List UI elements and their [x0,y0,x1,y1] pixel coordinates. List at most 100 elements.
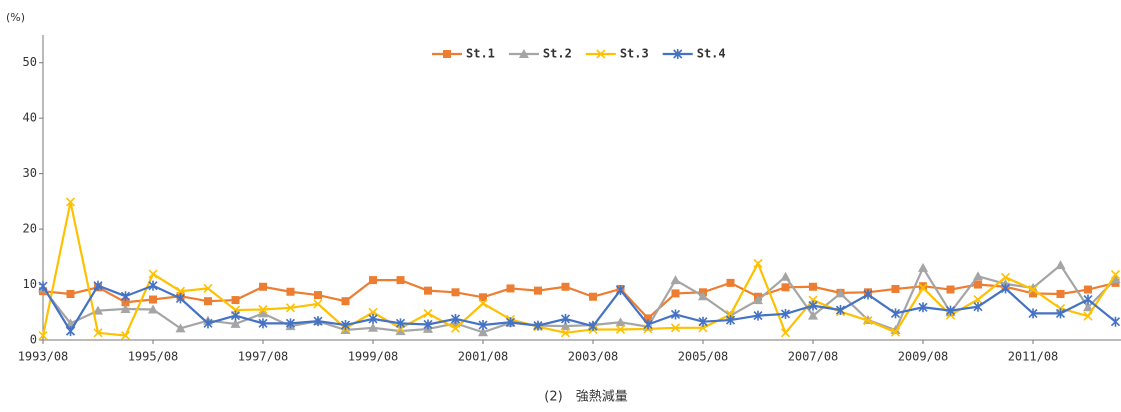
data-point [341,297,350,306]
data-point [534,286,542,295]
data-point [698,316,708,327]
data-point [698,291,708,301]
x-tick-label: 2005/08 [678,350,729,364]
data-point [285,318,296,329]
data-point [918,262,928,272]
data-point [725,315,736,326]
data-point [121,298,130,307]
data-point [451,288,460,297]
series-line [42,284,1117,334]
data-point [423,319,433,330]
x-tick-label: 1999/08 [348,350,399,364]
data-point [561,282,570,291]
data-point [808,300,818,311]
series-line [41,201,1117,337]
legend-marker [443,50,451,58]
data-point [120,291,131,302]
data-point [175,286,186,296]
data-point [753,310,763,321]
data-point [175,293,186,304]
data-point [890,308,901,319]
data-point [450,323,461,333]
data-point [230,310,241,321]
data-point [863,316,873,326]
data-point [285,303,296,313]
data-point [588,321,598,332]
data-point [890,327,901,337]
chart-title: (2) 強熱減量 [544,389,627,405]
data-point [1055,260,1066,270]
data-point [259,282,267,291]
data-point [973,271,983,281]
data-point [93,328,103,338]
data-point [148,304,158,314]
y-tick-label: 50 [23,55,37,69]
data-point [1110,316,1121,327]
legend-marker [518,49,529,58]
x-tick-label: 2011/08 [1008,350,1059,364]
data-point [615,285,626,296]
data-point [395,318,406,329]
data-point [670,275,681,285]
data-point [615,317,626,327]
data-point [369,276,377,285]
data-point [230,318,241,328]
data-point [65,326,76,337]
data-point [66,289,75,298]
data-point [560,313,571,324]
x-tick-label: 2007/08 [788,350,839,364]
legend-marker [673,49,683,59]
data-point [753,258,763,269]
data-point [1055,308,1066,319]
data-point [835,288,846,298]
data-point [753,295,763,305]
data-point [589,292,597,301]
data-point [809,282,817,291]
data-point [424,286,432,295]
data-point [340,320,351,331]
x-tick-label: 2001/08 [458,350,509,364]
data-point [670,323,681,333]
data-point [368,322,378,332]
data-point [671,289,680,298]
data-point [93,280,103,291]
data-point [973,301,983,312]
data-point [945,305,956,316]
data-point [560,321,571,331]
data-point [120,330,131,341]
data-point [1000,283,1011,294]
data-point [175,323,186,333]
y-tick-label: 20 [23,222,37,236]
data-point [314,291,322,300]
data-point [286,287,295,296]
data-point [918,283,928,293]
data-point [506,284,515,293]
y-tick-label: 10 [23,277,37,291]
data-point [780,308,791,319]
x-tick-label: 1995/08 [128,350,179,364]
data-point [450,313,461,324]
data-point [891,284,900,293]
data-point [615,324,626,335]
data-point [38,330,48,341]
y-tick-label: 40 [23,111,37,125]
data-point [780,328,791,338]
data-point [395,326,406,336]
data-point [533,320,543,331]
data-point [1028,284,1038,295]
data-point [863,289,873,300]
data-point [1083,311,1093,321]
data-point [148,269,158,279]
series-line [42,263,1117,334]
data-point [946,285,955,294]
legend-marker [596,49,606,59]
data-point [313,316,323,327]
data-point [204,297,212,306]
data-point [505,317,516,328]
data-point [203,283,213,293]
data-point [644,314,652,323]
legend-label: St.4 [697,47,726,61]
data-point [258,318,268,329]
data-point [808,310,818,320]
data-point [974,280,982,289]
